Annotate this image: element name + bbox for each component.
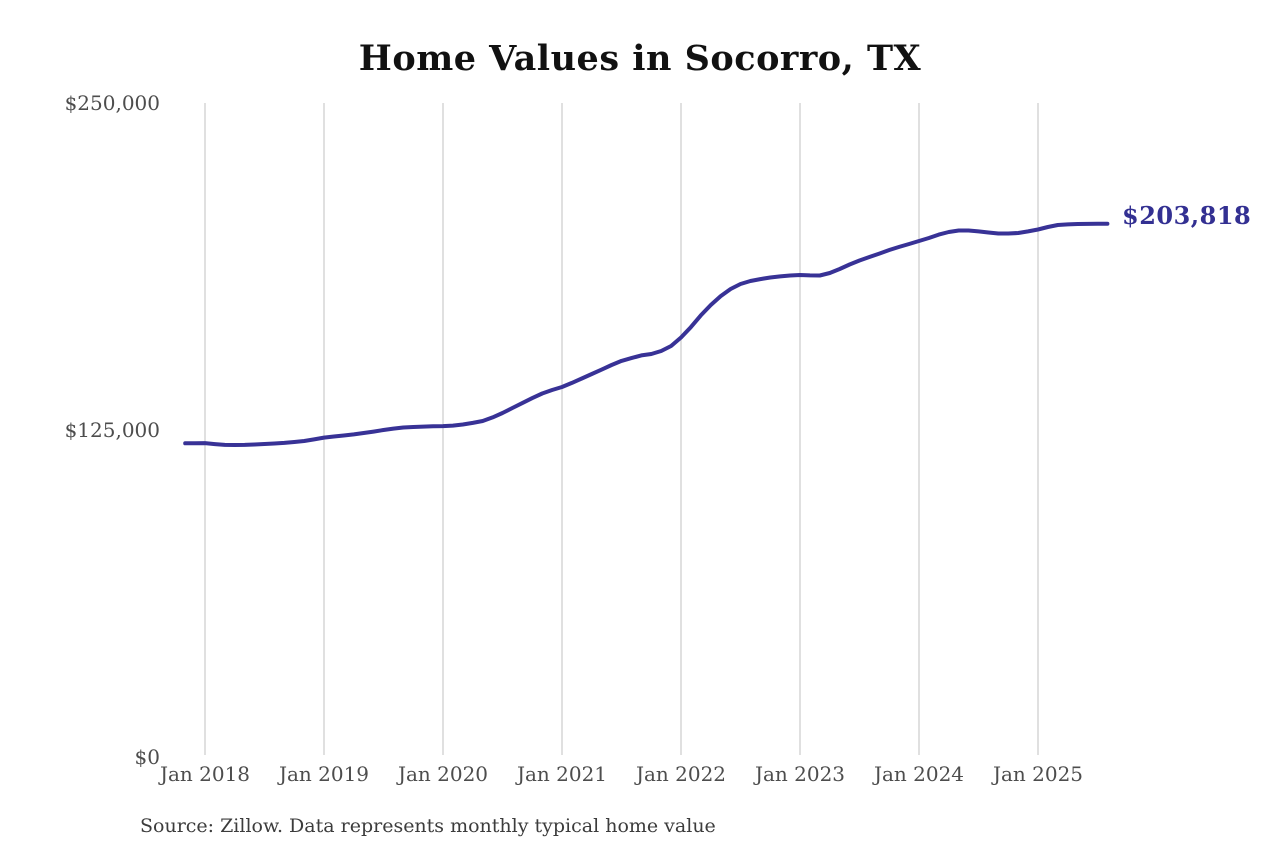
x-tick-label: Jan 2022	[635, 762, 727, 786]
x-tick-label: Jan 2023	[754, 762, 846, 786]
gridlines	[204, 103, 1039, 755]
x-tick-label: Jan 2021	[516, 762, 608, 786]
x-tick-label: Jan 2025	[992, 762, 1084, 786]
home-value-line	[183, 221, 1110, 447]
x-tick-label: Jan 2019	[278, 762, 370, 786]
chart-title: Home Values in Socorro, TX	[358, 38, 922, 79]
y-tick-label: $0	[134, 745, 160, 769]
x-tick-label: Jan 2018	[159, 762, 251, 786]
y-tick-label: $125,000	[64, 418, 160, 442]
source-note: Source: Zillow. Data represents monthly …	[140, 815, 716, 837]
x-tick-label: Jan 2020	[397, 762, 489, 786]
y-tick-label: $250,000	[64, 91, 160, 115]
x-tick-label: Jan 2024	[873, 762, 965, 786]
latest-value-label: $203,818	[1122, 201, 1252, 230]
